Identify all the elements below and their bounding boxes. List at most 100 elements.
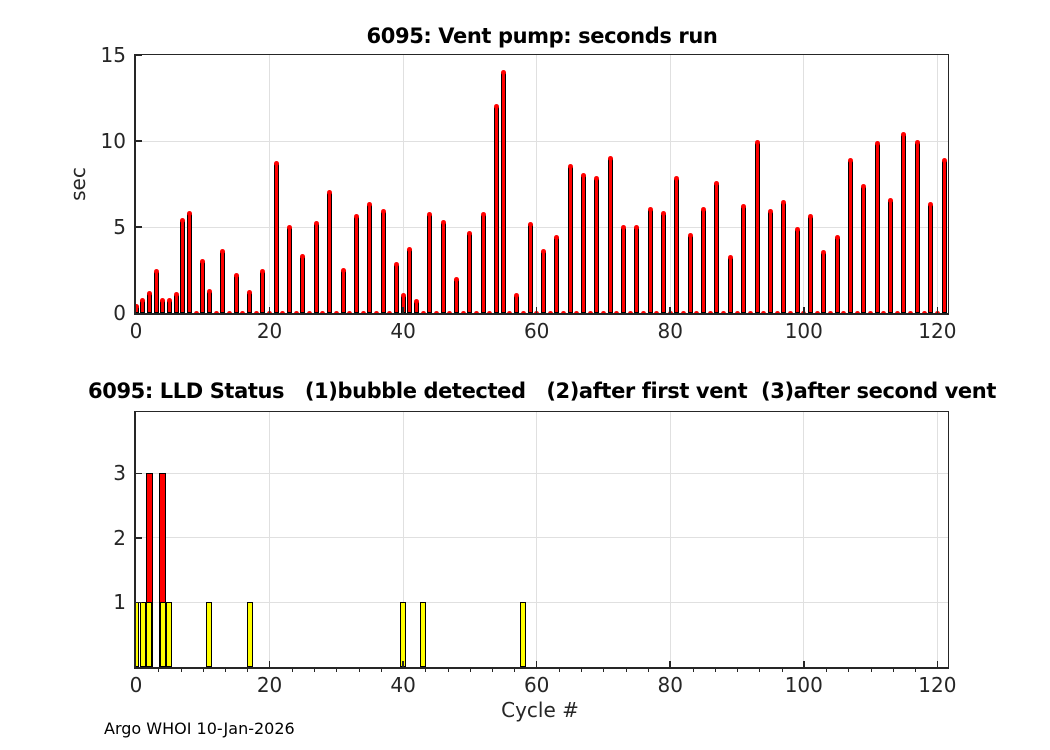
x-axis-minor-tick	[737, 669, 739, 672]
data-point-marker	[734, 310, 740, 313]
data-point-marker	[153, 269, 159, 275]
data-point-marker	[233, 272, 239, 278]
gridline-y	[136, 226, 948, 228]
vent-pump-bar	[467, 233, 473, 313]
data-point-marker	[474, 310, 480, 313]
data-point-marker	[200, 258, 206, 264]
x-axis-minor-tick	[826, 669, 828, 672]
data-point-marker	[587, 310, 593, 313]
x-axis-minor-tick	[314, 669, 316, 672]
lld-status-yellow-bar	[139, 602, 146, 667]
data-point-marker	[193, 310, 199, 313]
data-point-marker	[674, 176, 680, 182]
data-point-marker	[427, 212, 433, 218]
vent-pump-bar	[874, 143, 880, 313]
data-point-marker	[634, 224, 640, 230]
y-axis-tick	[136, 226, 142, 228]
x-tick-label: 80	[657, 673, 683, 697]
lld-status-yellow-bar	[420, 602, 427, 667]
data-point-marker	[687, 233, 693, 239]
vent-pump-bar	[180, 220, 186, 313]
x-tick-label: 60	[523, 319, 550, 343]
gridline-x	[536, 412, 538, 667]
vent-pump-bar	[260, 271, 266, 313]
data-point-marker	[707, 310, 713, 313]
vent-pump-bar	[634, 227, 640, 313]
vent-pump-bar	[540, 251, 546, 313]
x-axis-minor-tick	[202, 669, 204, 672]
data-point-marker	[781, 200, 787, 206]
bottom-chart-title: 6095: LLD Status (1)bubble detected (2)a…	[88, 379, 996, 403]
vent-pump-bar	[287, 227, 293, 313]
data-point-marker	[226, 310, 232, 313]
vent-pump-bar	[393, 264, 399, 313]
vent-pump-bar	[480, 214, 486, 313]
gridline-x	[402, 55, 404, 313]
data-point-marker	[360, 310, 366, 313]
data-point-marker	[467, 230, 473, 236]
data-point-marker	[861, 184, 867, 190]
data-point-marker	[500, 69, 506, 75]
data-point-marker	[641, 310, 647, 313]
x-tick-label: 80	[657, 319, 683, 343]
vent-pump-bar	[941, 160, 947, 313]
gridline-x	[269, 412, 271, 667]
data-point-marker	[901, 131, 907, 137]
vent-pump-bar	[494, 106, 500, 313]
data-point-marker	[747, 310, 753, 313]
y-axis-tick	[136, 472, 142, 475]
gridline-x	[803, 412, 805, 667]
y-axis-tick	[136, 140, 142, 142]
gridline-y	[136, 537, 948, 539]
lld-status-yellow-bar	[146, 602, 153, 667]
vent-pump-bar	[206, 291, 212, 313]
data-point-marker	[166, 298, 172, 304]
x-tick-label: 120	[918, 673, 957, 697]
data-point-marker	[520, 310, 526, 313]
data-point-marker	[908, 310, 914, 313]
x-axis-tick	[669, 307, 671, 313]
data-point-marker	[347, 310, 353, 313]
vent-pump-bar	[594, 178, 600, 313]
y-tick-label: 5	[113, 215, 126, 239]
gridline-x	[936, 55, 938, 313]
x-axis-tick	[936, 307, 939, 313]
vent-pump-bar	[173, 294, 179, 313]
vent-pump-plot-area	[134, 54, 949, 315]
vent-pump-bar	[661, 213, 667, 313]
vent-pump-bar	[901, 134, 907, 313]
data-point-marker	[941, 158, 947, 164]
data-point-marker	[620, 225, 626, 231]
x-axis-minor-tick	[558, 669, 560, 672]
x-axis-minor-tick	[291, 669, 293, 672]
vent-pump-bar	[340, 270, 346, 313]
vent-pump-bar	[741, 206, 747, 313]
data-point-marker	[407, 246, 413, 252]
data-point-marker	[614, 310, 620, 313]
vent-pump-bar	[353, 216, 359, 313]
lld-status-plot-area	[134, 411, 949, 669]
data-point-marker	[527, 221, 533, 227]
y-tick-label: 0	[113, 301, 126, 325]
y-tick-label: 10	[100, 129, 126, 153]
vent-pump-bar	[807, 216, 813, 313]
x-axis-minor-tick	[714, 669, 716, 672]
gridline-x	[669, 412, 671, 667]
x-axis-tick	[803, 661, 805, 667]
x-axis-minor-tick	[581, 669, 583, 672]
x-axis-minor-tick	[180, 669, 182, 672]
data-point-marker	[767, 209, 773, 215]
data-point-marker	[146, 290, 152, 296]
data-point-marker	[881, 310, 887, 313]
vent-pump-bar	[380, 211, 386, 313]
data-point-marker	[487, 310, 493, 313]
x-axis-minor-tick	[759, 669, 761, 672]
x-tick-label: 40	[390, 673, 416, 697]
x-axis-minor-tick	[870, 669, 872, 672]
vent-pump-bar	[500, 72, 506, 313]
vent-pump-bar	[687, 235, 693, 313]
gridline-x	[669, 55, 671, 313]
x-axis-minor-tick	[492, 669, 494, 672]
data-point-marker	[454, 276, 460, 282]
